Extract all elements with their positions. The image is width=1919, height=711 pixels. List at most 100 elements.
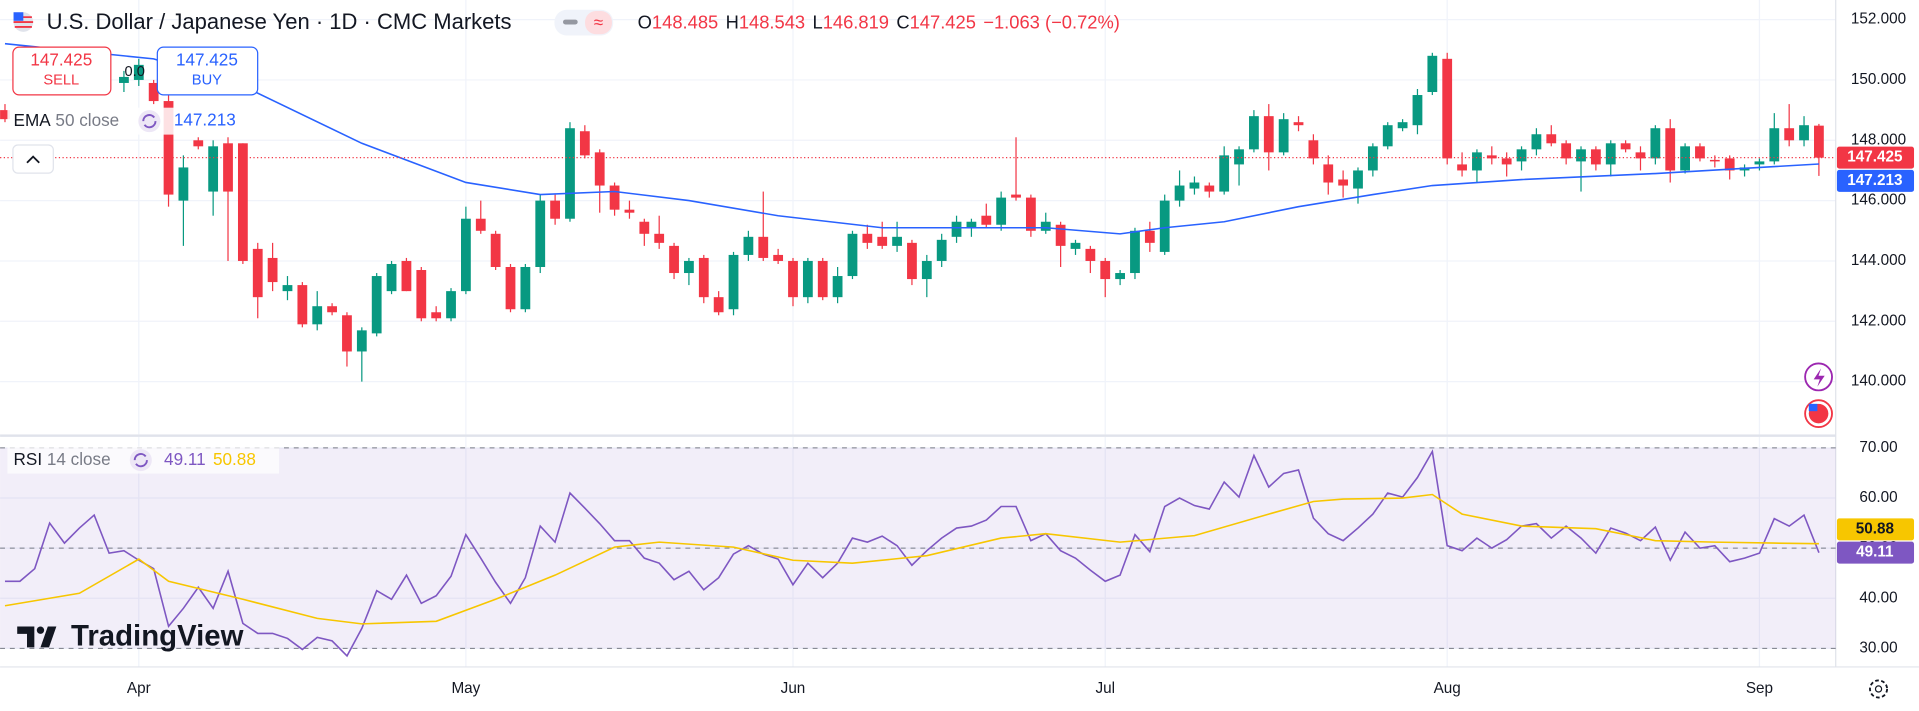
rsi-legend-name: RSI 14 close (14, 449, 111, 469)
candle-body (1234, 149, 1244, 165)
candle-body (1055, 224, 1066, 246)
x-tick-label: May (451, 680, 480, 697)
candle-body (1531, 134, 1542, 150)
candle-body (342, 315, 352, 352)
candle-body (639, 221, 650, 234)
candle-body (1665, 128, 1676, 171)
last-price-label: 147.425 (1847, 149, 1903, 166)
sell-button[interactable] (12, 46, 112, 96)
rsi-ma-label-bg (1836, 518, 1915, 541)
candle-body (1605, 143, 1616, 165)
ema-price-label-bg (1836, 169, 1915, 192)
ema-line (4, 42, 1819, 235)
candle-body (1278, 119, 1289, 153)
candle-body (1784, 128, 1795, 141)
settings-icon[interactable] (1869, 679, 1889, 699)
candle-body (505, 266, 516, 310)
candle-body (862, 233, 873, 243)
candle-body (936, 239, 947, 261)
candle-body (1814, 125, 1824, 158)
collapse-button[interactable] (12, 144, 54, 174)
candle-body (148, 82, 159, 102)
candle-body (1561, 143, 1572, 159)
candle-body (1204, 185, 1215, 192)
candle-body (773, 254, 784, 261)
candle-body (1338, 179, 1349, 186)
candle-body (1695, 146, 1705, 159)
candle-body (327, 306, 337, 313)
candle-body (1412, 95, 1423, 126)
logo-text: TradingView (71, 619, 244, 652)
y-tick-label: 146.000 (1851, 192, 1906, 209)
candle-body (1680, 146, 1690, 171)
y-tick-label: 30.00 (1859, 639, 1897, 656)
candle-body (1754, 161, 1765, 165)
candle-body (1576, 149, 1586, 162)
rsi-ma-value: 50.88 (213, 449, 256, 469)
candle-body (1115, 273, 1125, 280)
candle-body (1397, 122, 1408, 129)
last-price-label-bg (1836, 146, 1915, 169)
candle-body (1709, 159, 1720, 162)
rsi-icon-arrows (133, 453, 148, 468)
candle-body (817, 260, 828, 298)
candle-body (1799, 125, 1809, 141)
candle-body (713, 297, 724, 313)
candle-body (1650, 128, 1661, 159)
candle-body (892, 236, 902, 246)
toggle-icon-text: ≈ (594, 12, 603, 32)
candle-body (1353, 170, 1363, 189)
ohlc-value: 148.543 (739, 11, 805, 32)
candle-body (996, 197, 1007, 225)
candle-body (1590, 149, 1601, 165)
candle-body (0, 110, 10, 120)
ema-icon[interactable] (138, 110, 161, 133)
candle-body (579, 131, 590, 156)
candle-body (1219, 155, 1230, 192)
candle-body (1457, 164, 1467, 171)
ohlc-values: O148.485 H148.543 L146.819 C147.425 −1.063 (… (638, 11, 1120, 32)
rsi-line (4, 449, 1820, 658)
candle-body (1724, 158, 1735, 171)
rsi-icon[interactable] (129, 449, 152, 472)
x-tick-label: Apr (127, 680, 151, 697)
candle-body (356, 330, 367, 352)
candle-body (535, 200, 546, 267)
candle-body (1130, 230, 1140, 274)
buy-label: BUY (192, 73, 222, 89)
candle-body (847, 233, 858, 277)
candle-body (446, 291, 456, 319)
buy-button[interactable] (156, 46, 259, 96)
ohlc-key: H (726, 11, 739, 32)
candle-body (1620, 143, 1631, 150)
rsi-legend: RSI 14 close 49.11 50.88 (7, 446, 280, 474)
candle-body (565, 128, 575, 219)
toggle-active[interactable] (585, 11, 612, 35)
candle-body (1263, 116, 1274, 153)
candle-body (401, 260, 412, 292)
candle-body (550, 200, 561, 219)
rsi-legend-values: 49.11 50.88 (164, 449, 256, 469)
candle-body (416, 270, 427, 319)
candle-body (728, 254, 739, 310)
collapse-icon (26, 155, 40, 164)
candle-body (654, 233, 665, 243)
candle-body (490, 233, 501, 267)
candle-body (832, 276, 843, 298)
ohlc-value: 148.485 (652, 11, 718, 32)
candle-body (1189, 182, 1200, 189)
candle-body (223, 143, 233, 192)
candle-body (475, 218, 486, 231)
candle-body (1144, 230, 1155, 243)
price-pane (0, 42, 1836, 382)
y-tick-label: 144.000 (1851, 252, 1906, 269)
candle-body (758, 236, 769, 258)
ema-legend-value: 147.213 (174, 110, 236, 130)
candle-body (237, 143, 248, 261)
candle-body (208, 146, 219, 192)
candle-body (907, 242, 917, 280)
candle-body (1427, 55, 1438, 93)
toggle-icon (563, 19, 578, 25)
